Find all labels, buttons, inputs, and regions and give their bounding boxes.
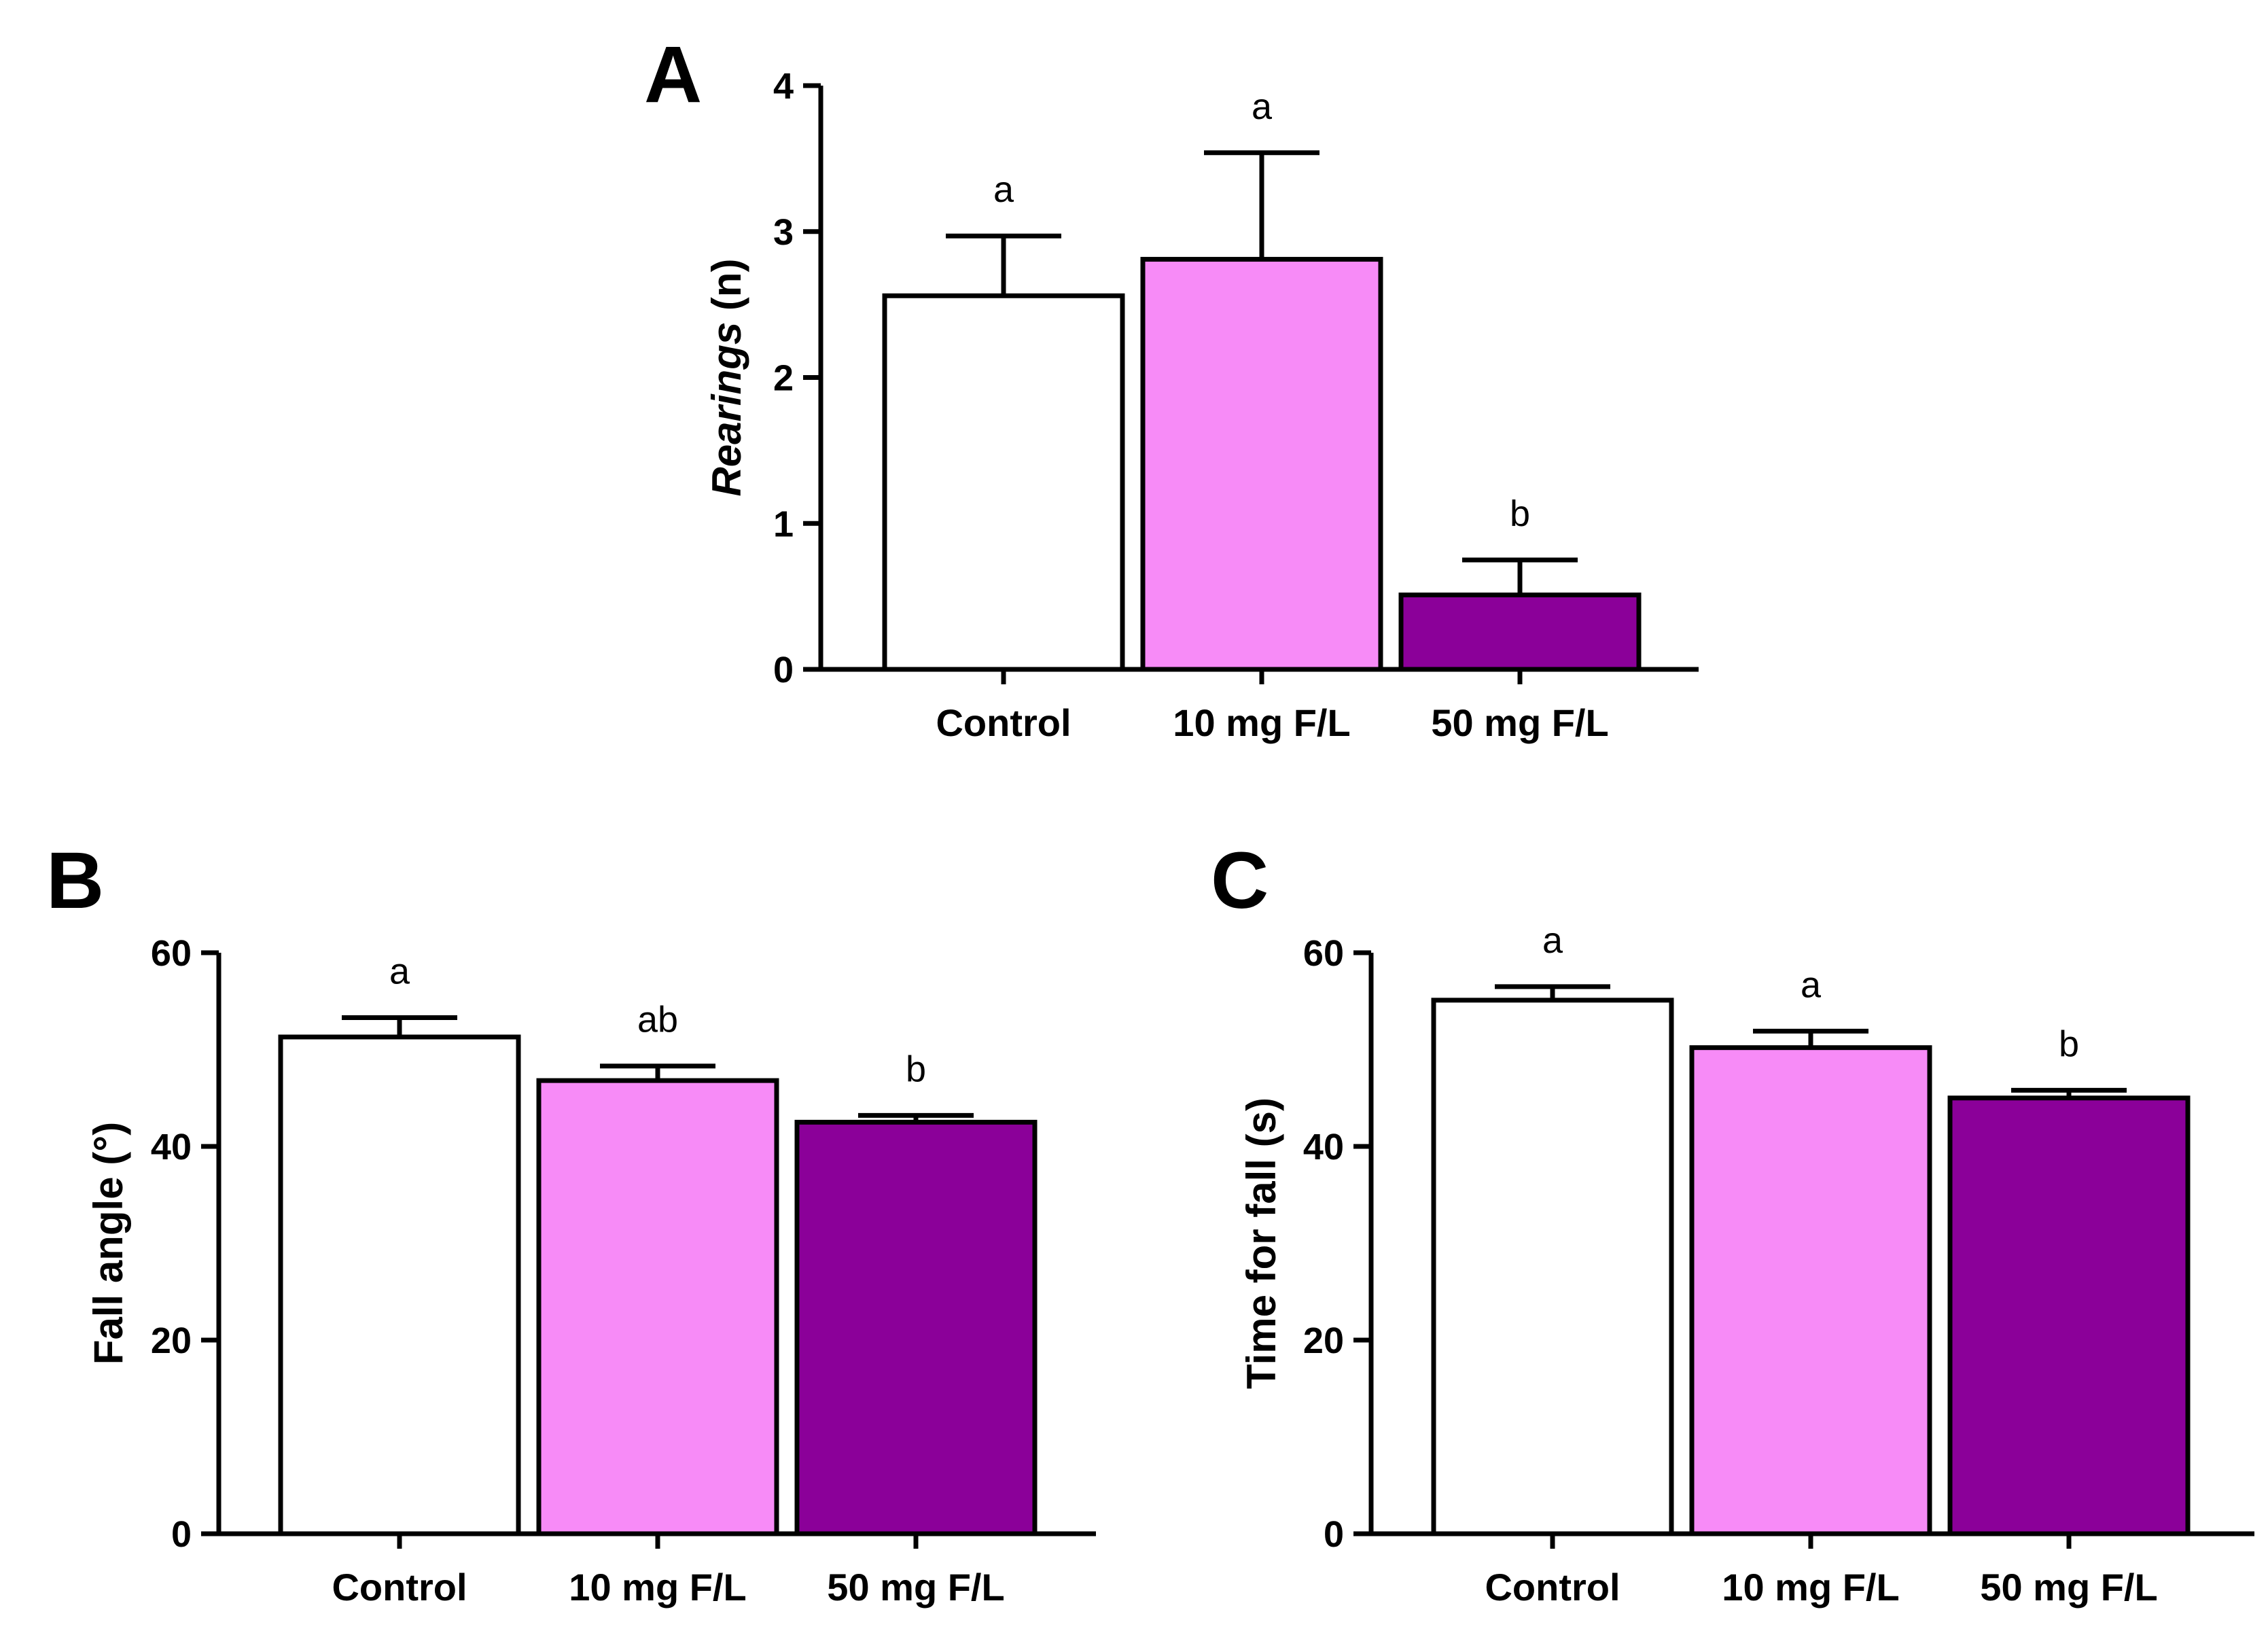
significance-label: a [993,169,1014,210]
y-axis-label: Fall angle (°) [86,1122,131,1365]
y-axis-label: Rearings (n) [704,258,749,496]
panel-letter: C [1211,836,1269,926]
bar [1689,1045,1932,1536]
panel-b: Ba Control ab 10 mg F/L b 50 mg F/L 0 20 40 60 Fal… [46,836,1096,1609]
y-axis-label: Time for fall (s) [1239,1097,1284,1389]
y-tick-label: 20 [1303,1320,1344,1361]
y-tick-label: 40 [1303,1127,1344,1167]
bar [1140,257,1383,672]
significance-label: a [1542,920,1563,961]
x-tick-label: Control [1485,1566,1620,1609]
x-tick-label: 10 mg F/L [569,1566,746,1609]
significance-label: a [1252,86,1273,127]
x-tick-label: 10 mg F/L [1722,1566,1899,1609]
x-tick-label: 50 mg F/L [1431,701,1608,744]
y-tick-label: 20 [151,1320,192,1361]
panel-c: Ca Control a 10 mg F/L b 50 mg F/L 0 20 40 60 Time… [1211,836,2254,1609]
y-axis-label-italic: Rearings [704,322,749,497]
bar [536,1078,779,1536]
significance-label: b [2059,1023,2079,1064]
y-tick-label: 60 [1303,933,1344,974]
bar [1431,998,1674,1536]
y-tick-label: 4 [773,66,794,107]
panel-letter: B [46,836,104,926]
y-tick-label: 0 [1324,1514,1344,1555]
x-tick-label: 50 mg F/L [827,1566,1004,1609]
significance-label: a [389,951,410,991]
significance-label: ab [637,1000,678,1040]
significance-label: b [1510,493,1530,534]
x-tick-label: Control [936,701,1071,744]
x-tick-label: 50 mg F/L [1980,1566,2157,1609]
significance-label: b [906,1049,926,1089]
y-axis-label-rest: (n) [704,258,749,321]
bar [882,293,1125,672]
bar [278,1034,521,1536]
y-tick-label: 2 [773,358,794,399]
y-tick-label: 40 [151,1127,192,1167]
y-tick-label: 0 [773,650,794,690]
panel-letter: A [644,30,702,120]
bar [1398,592,1642,672]
significance-label: a [1801,964,1822,1005]
x-tick-label: 10 mg F/L [1173,701,1350,744]
y-tick-label: 60 [151,933,192,974]
bar [1947,1095,2191,1536]
y-tick-label: 0 [171,1514,192,1555]
x-tick-label: Control [332,1566,467,1609]
y-tick-label: 3 [773,212,794,253]
bar [794,1119,1038,1536]
panel-a: Aa Control a 10 mg F/L b 50 mg F/L 0 1 2 3 4 Rearin… [644,30,1699,744]
y-tick-label: 1 [773,504,794,544]
